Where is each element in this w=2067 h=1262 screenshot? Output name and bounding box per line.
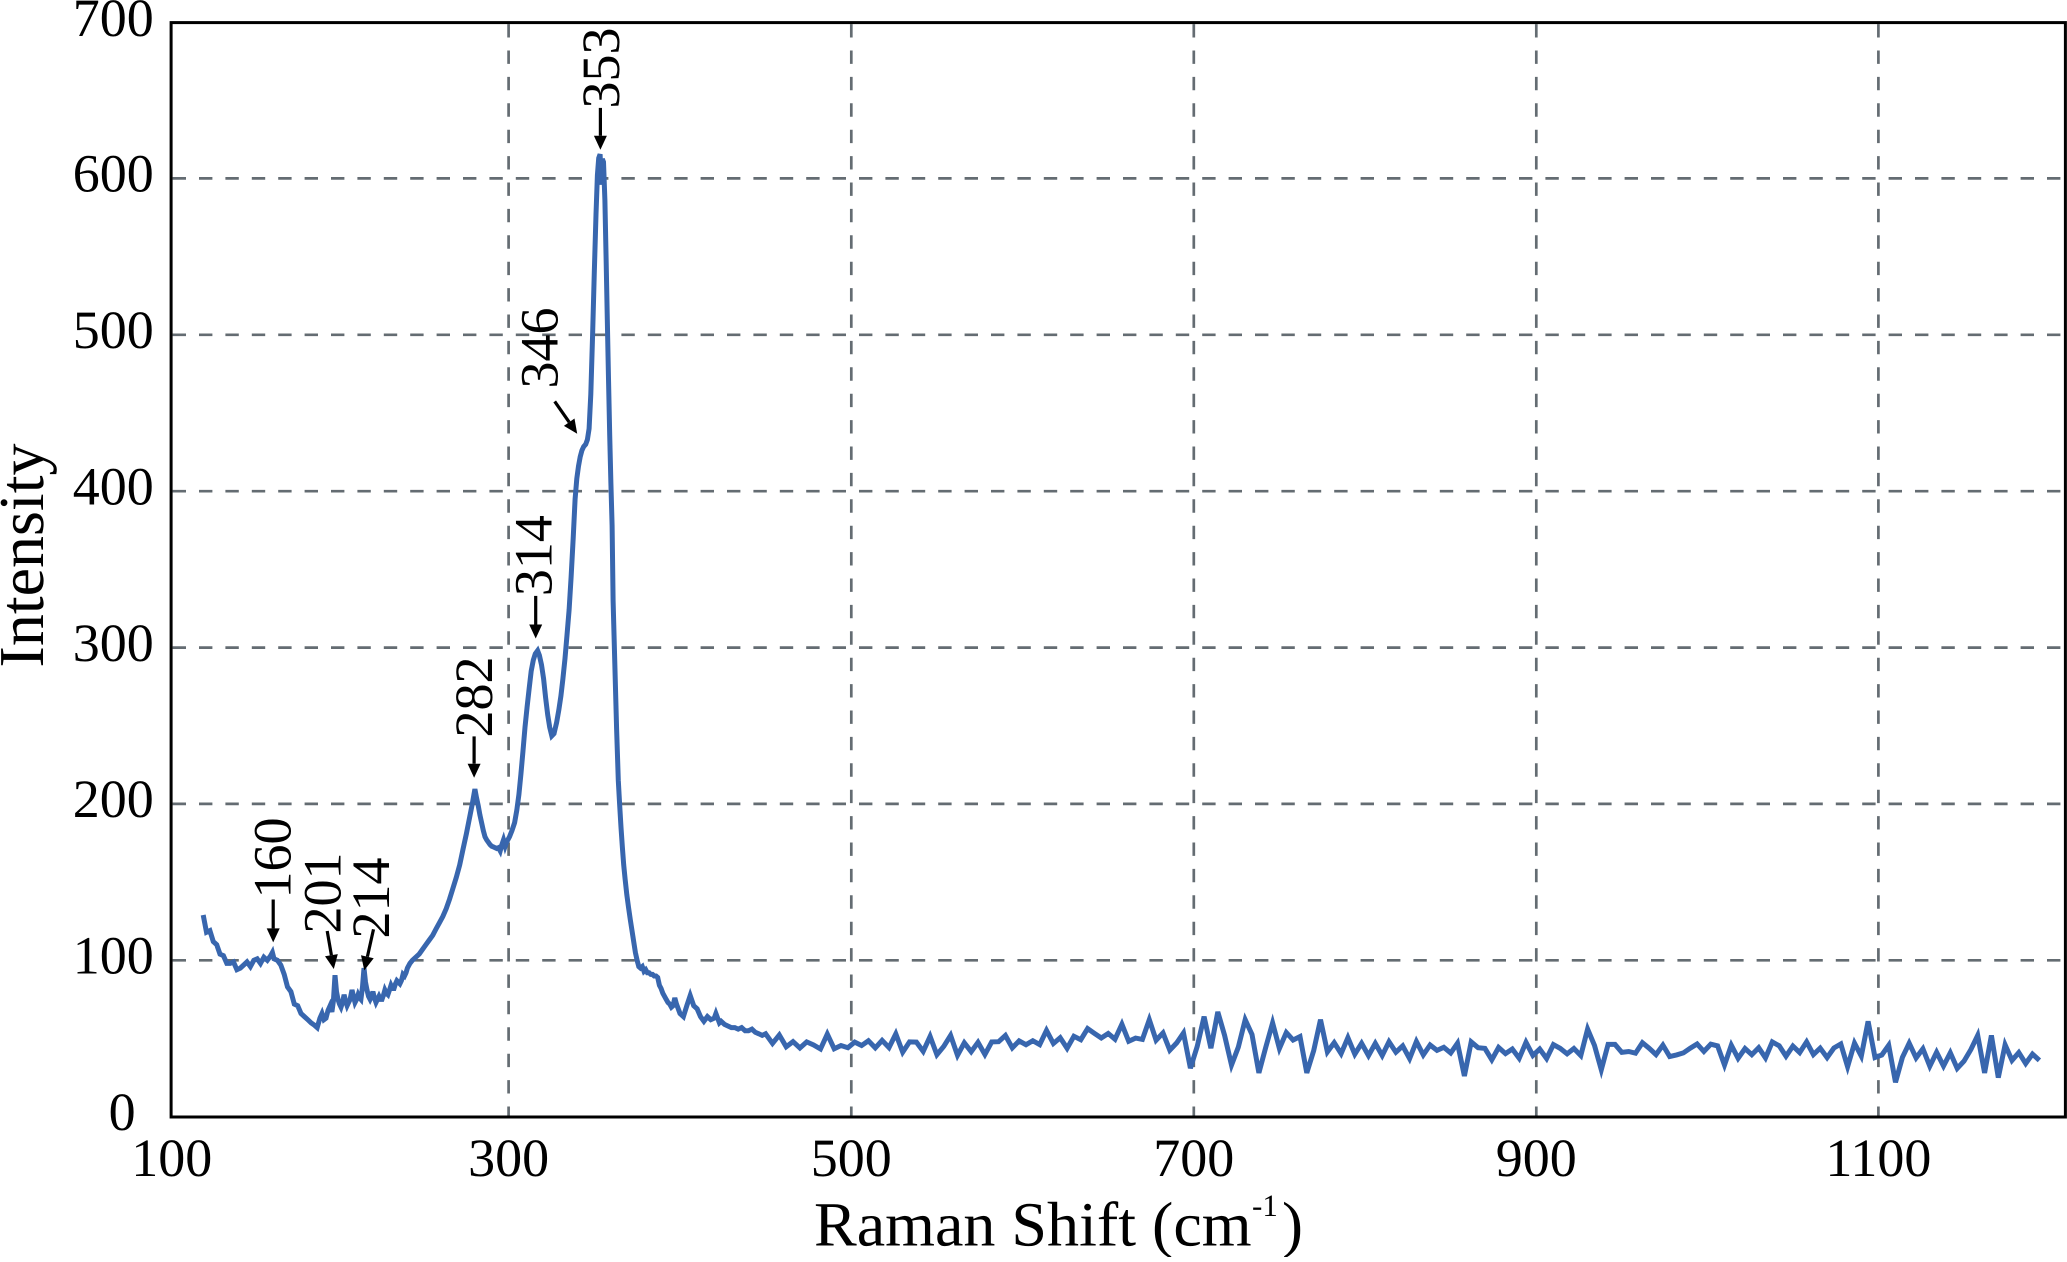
svg-text:600: 600 [73, 144, 154, 204]
svg-text:500: 500 [73, 300, 154, 360]
svg-text:Raman Shift (cm: Raman Shift (cm [814, 1190, 1252, 1257]
svg-text:100: 100 [131, 1128, 212, 1188]
svg-text:-1: -1 [1252, 1188, 1278, 1223]
svg-text:700: 700 [73, 0, 154, 48]
svg-text:300: 300 [468, 1128, 549, 1188]
svg-text:346: 346 [509, 308, 569, 389]
svg-text:1100: 1100 [1825, 1128, 1931, 1188]
svg-text:0: 0 [109, 1082, 136, 1142]
svg-text:700: 700 [1153, 1128, 1234, 1188]
svg-text:353: 353 [571, 28, 631, 109]
svg-text:300: 300 [73, 613, 154, 673]
svg-text:160: 160 [242, 818, 302, 899]
svg-text:400: 400 [73, 456, 154, 516]
svg-text:900: 900 [1496, 1128, 1577, 1188]
svg-text:201: 201 [293, 853, 353, 934]
svg-text:214: 214 [341, 858, 401, 939]
svg-text:314: 314 [503, 515, 563, 596]
svg-text:): ) [1282, 1190, 1303, 1257]
svg-text:100: 100 [73, 926, 154, 986]
svg-text:500: 500 [811, 1128, 892, 1188]
svg-text:Intensity: Intensity [0, 444, 57, 668]
svg-text:200: 200 [73, 769, 154, 829]
svg-text:282: 282 [444, 657, 504, 738]
